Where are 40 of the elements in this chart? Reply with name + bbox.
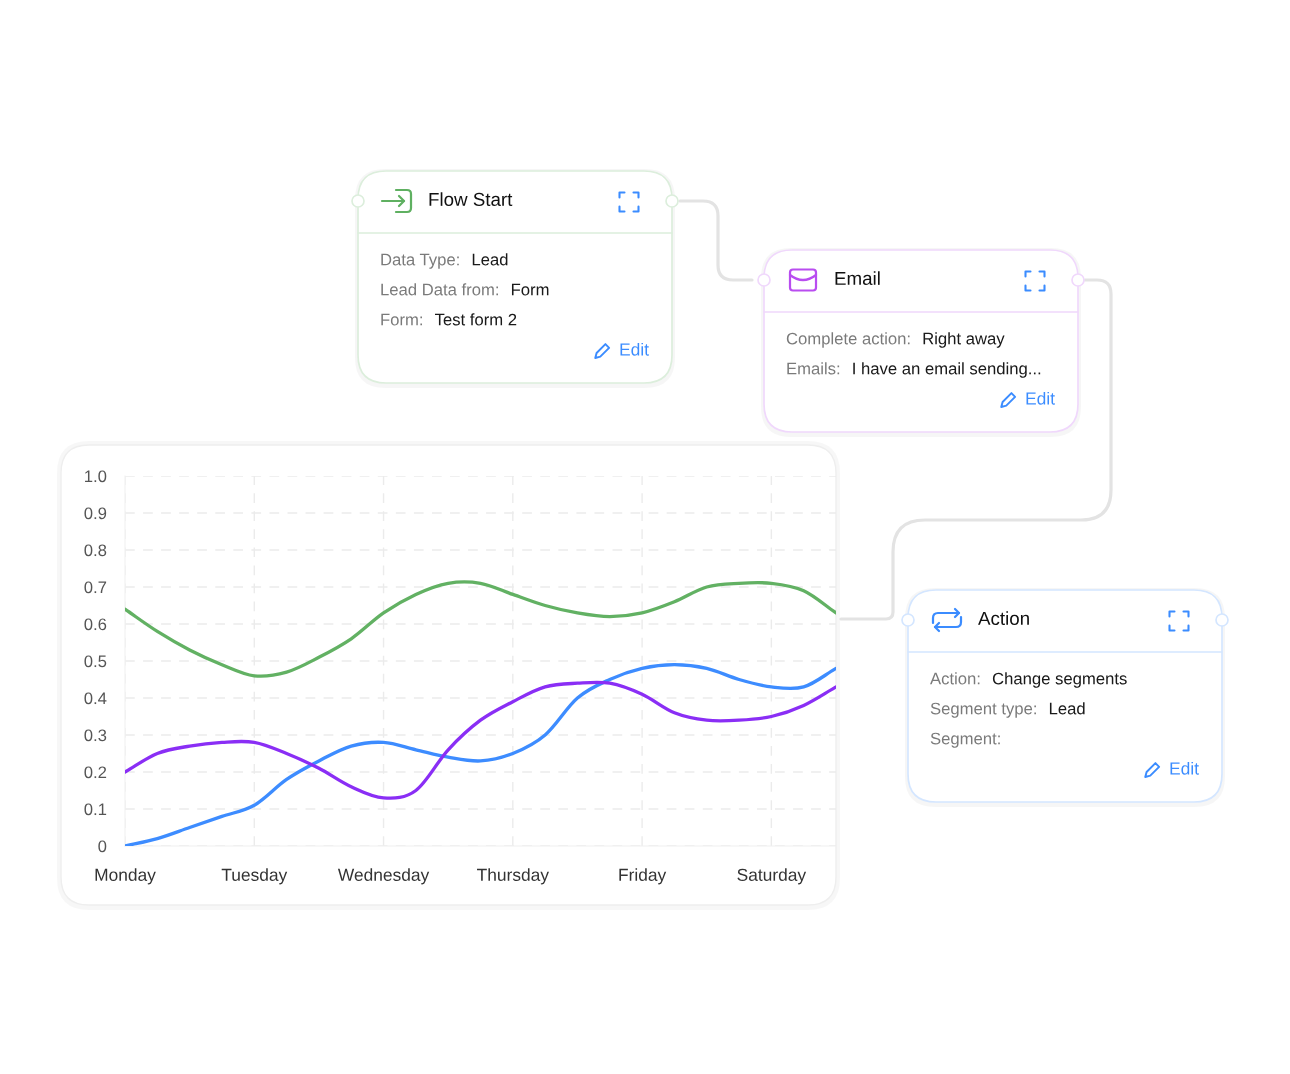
x-tick-label: Saturday: [737, 868, 807, 885]
text: Complete action:: [786, 332, 910, 348]
text: I have an email sending...: [853, 362, 1041, 378]
y-tick-label: 0.6: [84, 618, 107, 631]
text: Action:: [930, 672, 980, 685]
text: Form: [511, 283, 549, 296]
y-tick-label: 0.1: [84, 803, 107, 816]
y-tick-label: 0.5: [84, 655, 107, 668]
text: Segment:: [930, 732, 1000, 748]
text: Lead: [1049, 702, 1085, 715]
text: Emails:: [787, 362, 840, 375]
x-tick-label: Monday: [95, 868, 156, 885]
y-tick-label: 0.7: [84, 581, 107, 594]
text: Right away: [923, 332, 1005, 348]
text: Edit: [1026, 391, 1055, 405]
text: Lead Data from:: [381, 283, 498, 296]
text: Edit: [1170, 761, 1199, 775]
text: Edit: [620, 342, 649, 356]
x-tick-label: Thursday: [477, 868, 549, 885]
y-tick-label: 0.3: [84, 729, 107, 742]
y-tick-label: 0: [98, 840, 107, 853]
text: Email: [835, 271, 880, 286]
y-tick-label: 0.9: [84, 507, 107, 520]
text: Change segments: [992, 672, 1127, 688]
text: Test form 2: [435, 313, 517, 326]
x-tick-label: Wednesday: [337, 868, 430, 885]
text: Flow Start: [429, 192, 513, 207]
y-tick-label: 0.8: [84, 544, 107, 557]
x-tick-label: Tuesday: [221, 868, 288, 885]
y-tick-label: 1.0: [85, 470, 107, 483]
text: Action: [978, 611, 1029, 626]
line-series: [125, 680, 836, 800]
text: Data Type:: [381, 253, 459, 269]
y-tick-label: 0.2: [84, 766, 107, 779]
text: Lead: [472, 253, 508, 266]
x-tick-label: Friday: [619, 868, 667, 885]
text: Segment type:: [930, 702, 1036, 718]
line-series: [125, 580, 836, 678]
y-tick-label: 0.4: [84, 692, 107, 705]
text: Form:: [381, 313, 422, 326]
